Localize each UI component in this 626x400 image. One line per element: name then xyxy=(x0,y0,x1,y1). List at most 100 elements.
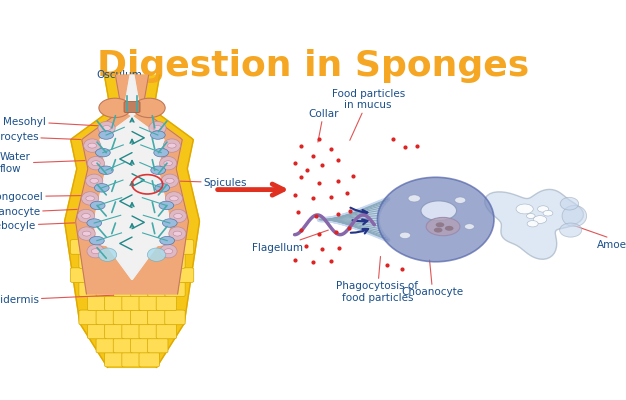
Circle shape xyxy=(90,178,98,183)
FancyBboxPatch shape xyxy=(113,310,133,325)
Ellipse shape xyxy=(162,174,178,188)
Ellipse shape xyxy=(562,206,587,226)
FancyBboxPatch shape xyxy=(173,240,193,254)
FancyBboxPatch shape xyxy=(130,254,151,268)
FancyBboxPatch shape xyxy=(79,254,100,268)
FancyBboxPatch shape xyxy=(156,268,177,282)
Circle shape xyxy=(516,204,533,214)
Polygon shape xyxy=(94,75,170,279)
FancyBboxPatch shape xyxy=(124,102,140,112)
FancyBboxPatch shape xyxy=(70,268,91,282)
Circle shape xyxy=(170,196,178,201)
FancyBboxPatch shape xyxy=(148,254,168,268)
Circle shape xyxy=(96,148,110,157)
FancyBboxPatch shape xyxy=(139,296,160,311)
FancyBboxPatch shape xyxy=(122,296,142,311)
Circle shape xyxy=(527,220,538,227)
Circle shape xyxy=(160,236,175,245)
Polygon shape xyxy=(94,75,170,279)
Ellipse shape xyxy=(78,209,95,223)
Ellipse shape xyxy=(165,192,183,205)
FancyBboxPatch shape xyxy=(122,240,142,254)
Text: Choanocyte: Choanocyte xyxy=(0,207,126,218)
Ellipse shape xyxy=(84,139,101,152)
Text: Spicules: Spicules xyxy=(168,178,247,188)
Ellipse shape xyxy=(98,248,116,262)
Text: Porocytes: Porocytes xyxy=(0,132,101,142)
Circle shape xyxy=(399,232,411,238)
Circle shape xyxy=(445,226,453,231)
FancyBboxPatch shape xyxy=(130,310,151,325)
Ellipse shape xyxy=(149,121,166,135)
Circle shape xyxy=(174,214,182,218)
Circle shape xyxy=(164,249,173,254)
Circle shape xyxy=(95,184,109,192)
FancyBboxPatch shape xyxy=(148,338,168,353)
Ellipse shape xyxy=(87,244,104,258)
FancyBboxPatch shape xyxy=(79,282,100,296)
Ellipse shape xyxy=(163,139,180,152)
Circle shape xyxy=(168,143,176,148)
Circle shape xyxy=(151,166,165,174)
FancyBboxPatch shape xyxy=(165,282,185,296)
FancyBboxPatch shape xyxy=(105,352,125,367)
Circle shape xyxy=(155,184,170,192)
Circle shape xyxy=(102,126,111,130)
Ellipse shape xyxy=(560,197,578,210)
Circle shape xyxy=(91,249,100,254)
FancyBboxPatch shape xyxy=(156,240,177,254)
Ellipse shape xyxy=(169,227,186,240)
Circle shape xyxy=(408,195,420,202)
Circle shape xyxy=(90,236,105,245)
Ellipse shape xyxy=(133,98,165,118)
Text: Amoebocyte: Amoebocyte xyxy=(572,225,626,250)
FancyBboxPatch shape xyxy=(165,254,185,268)
Ellipse shape xyxy=(87,156,105,170)
Text: Osculum: Osculum xyxy=(97,70,143,84)
FancyBboxPatch shape xyxy=(148,310,168,325)
Ellipse shape xyxy=(98,121,115,135)
FancyBboxPatch shape xyxy=(122,324,142,339)
FancyBboxPatch shape xyxy=(156,324,177,339)
Circle shape xyxy=(164,161,172,166)
Circle shape xyxy=(533,216,546,223)
Circle shape xyxy=(90,201,105,210)
Ellipse shape xyxy=(426,218,460,236)
FancyBboxPatch shape xyxy=(148,282,168,296)
Ellipse shape xyxy=(377,177,494,262)
FancyBboxPatch shape xyxy=(173,268,193,282)
FancyBboxPatch shape xyxy=(139,268,160,282)
Text: Spongocoel: Spongocoel xyxy=(0,192,128,202)
Ellipse shape xyxy=(170,209,187,223)
FancyBboxPatch shape xyxy=(130,338,151,353)
Circle shape xyxy=(154,148,168,157)
Circle shape xyxy=(83,231,91,236)
Circle shape xyxy=(538,206,548,212)
FancyBboxPatch shape xyxy=(139,352,160,367)
Circle shape xyxy=(165,178,174,183)
Ellipse shape xyxy=(81,192,99,205)
Ellipse shape xyxy=(160,244,177,258)
Circle shape xyxy=(98,166,113,174)
FancyBboxPatch shape xyxy=(165,310,185,325)
Ellipse shape xyxy=(160,156,177,170)
FancyBboxPatch shape xyxy=(122,352,142,367)
FancyBboxPatch shape xyxy=(113,254,133,268)
Circle shape xyxy=(454,197,466,203)
Text: Digestion in Sponges: Digestion in Sponges xyxy=(97,49,529,83)
FancyBboxPatch shape xyxy=(122,268,142,282)
FancyBboxPatch shape xyxy=(105,268,125,282)
Text: Choanocyte: Choanocyte xyxy=(401,260,464,297)
Circle shape xyxy=(150,131,165,139)
Circle shape xyxy=(162,219,177,227)
FancyBboxPatch shape xyxy=(105,240,125,254)
FancyBboxPatch shape xyxy=(139,240,160,254)
Circle shape xyxy=(464,224,475,229)
FancyBboxPatch shape xyxy=(96,310,116,325)
FancyBboxPatch shape xyxy=(88,268,108,282)
Polygon shape xyxy=(485,189,583,259)
FancyBboxPatch shape xyxy=(113,282,133,296)
FancyBboxPatch shape xyxy=(113,338,133,353)
Circle shape xyxy=(91,161,100,166)
Circle shape xyxy=(526,214,535,218)
